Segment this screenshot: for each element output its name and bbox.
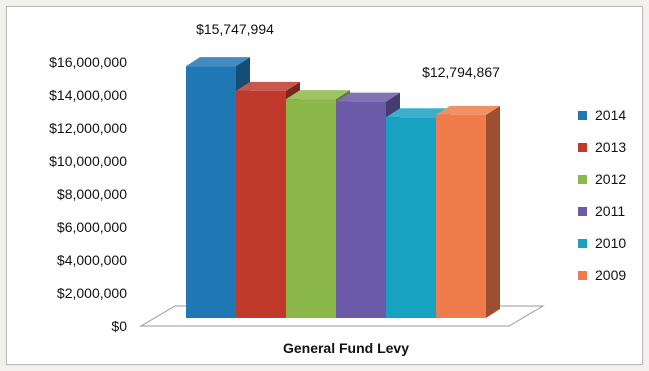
bar-2013	[236, 90, 286, 318]
legend-swatch-2010	[578, 239, 587, 248]
y-tick-label: $2,000,000	[57, 285, 127, 301]
data-label-2014: $15,747,994	[196, 21, 274, 37]
bar-2014	[186, 66, 236, 318]
bar-2011	[336, 101, 386, 318]
legend-label-2013: 2013	[595, 139, 626, 155]
category-label: General Fund Levy	[283, 340, 409, 356]
legend-swatch-2009	[578, 271, 587, 280]
legend-swatch-2011	[578, 207, 587, 216]
y-tick-label: $14,000,000	[49, 87, 127, 103]
bar-top-2009	[436, 105, 500, 115]
y-tick-label: $16,000,000	[49, 54, 127, 70]
legend-label-2014: 2014	[595, 107, 626, 123]
y-tick-label: $8,000,000	[57, 186, 127, 202]
legend-swatch-2013	[578, 143, 587, 152]
legend-label-2011: 2011	[595, 203, 625, 219]
y-tick-label: $6,000,000	[57, 219, 127, 235]
y-tick-label: $10,000,000	[49, 153, 127, 169]
chart-floor	[139, 305, 545, 327]
chart-frame: $0 $2,000,000 $4,000,000 $6,000,000 $8,000,0…	[6, 6, 643, 365]
bar-2010	[386, 117, 436, 319]
bar-top-2012	[286, 90, 350, 100]
bar-top-2013	[236, 81, 300, 91]
y-tick-label: $12,000,000	[49, 120, 127, 136]
y-tick-label: $4,000,000	[57, 252, 127, 268]
bar-2009	[436, 114, 486, 318]
bar-chart: $0 $2,000,000 $4,000,000 $6,000,000 $8,000,0…	[49, 21, 626, 356]
bar-top-2014	[186, 57, 250, 67]
bar-side-2009	[486, 105, 500, 318]
bar-2012	[286, 99, 336, 318]
legend-label-2012: 2012	[595, 171, 626, 187]
legend-label-2009: 2009	[595, 267, 626, 283]
bar-top-2011	[336, 92, 400, 102]
legend-swatch-2012	[578, 175, 587, 184]
legend-swatch-2014	[578, 111, 587, 120]
y-tick-label: $0	[111, 318, 127, 334]
data-label-2009: $12,794,867	[422, 64, 500, 80]
bar-top-2010	[386, 108, 450, 118]
legend-label-2010: 2010	[595, 235, 626, 251]
